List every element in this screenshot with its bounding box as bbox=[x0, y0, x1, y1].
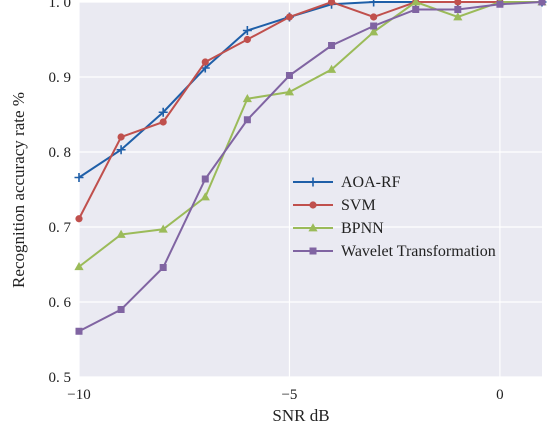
y-tick-label: 0. 6 bbox=[49, 295, 72, 311]
legend-label: Wavelet Transformation bbox=[341, 243, 496, 260]
y-axis-label: Recognition accuracy rate % bbox=[9, 92, 28, 288]
data-point bbox=[369, 27, 379, 36]
series-line bbox=[78, 0, 542, 268]
data-point bbox=[328, 42, 336, 49]
plot-background bbox=[79, 2, 542, 377]
y-tick-label: 0. 5 bbox=[49, 370, 72, 386]
data-point bbox=[370, 22, 378, 30]
data-point bbox=[116, 229, 126, 238]
data-point bbox=[75, 215, 83, 223]
data-point bbox=[242, 93, 252, 103]
data-point bbox=[285, 13, 294, 21]
legend-label: SVM bbox=[341, 197, 376, 214]
x-tick-label: −5 bbox=[281, 387, 297, 403]
data-point bbox=[327, 0, 336, 6]
y-tick-label: 1. 0 bbox=[49, 0, 72, 11]
data-point bbox=[243, 116, 251, 124]
data-point bbox=[200, 192, 210, 201]
legend-item: BPNN bbox=[293, 220, 384, 237]
legend-label: AOA-RF bbox=[341, 174, 401, 191]
data-point bbox=[116, 145, 126, 155]
data-point bbox=[158, 107, 168, 117]
data-point bbox=[326, 64, 337, 73]
series-layer bbox=[74, 0, 547, 335]
x-tick-label: 0 bbox=[496, 387, 504, 403]
data-point bbox=[74, 261, 84, 271]
x-axis-ticks: −10 −5 0 bbox=[67, 387, 503, 403]
legend-marker bbox=[309, 247, 317, 255]
data-point bbox=[159, 264, 167, 271]
legend-item: AOA-RF bbox=[293, 174, 401, 191]
data-point bbox=[454, 0, 462, 6]
series-4 bbox=[75, 0, 546, 335]
legend-item: Wavelet Transformation bbox=[293, 243, 496, 260]
data-point bbox=[74, 173, 84, 182]
data-point bbox=[117, 306, 125, 313]
x-axis-label: SNR dB bbox=[272, 406, 329, 425]
data-point bbox=[201, 58, 209, 66]
series-line bbox=[78, 0, 542, 220]
series-line bbox=[78, 1, 543, 333]
y-tick-label: 0. 9 bbox=[49, 70, 72, 86]
data-point bbox=[201, 175, 209, 183]
data-point bbox=[496, 0, 504, 8]
data-point bbox=[412, 6, 420, 13]
data-point bbox=[369, 0, 379, 7]
x-tick-label: −10 bbox=[67, 387, 90, 403]
data-point bbox=[158, 224, 168, 233]
legend: AOA-RF SVM BPNN Wavelet Transformation bbox=[293, 174, 496, 260]
y-tick-label: 0. 7 bbox=[49, 220, 72, 236]
data-point bbox=[411, 0, 421, 6]
data-point bbox=[117, 133, 125, 141]
legend-marker bbox=[308, 223, 318, 232]
data-point bbox=[538, 0, 546, 6]
legend-marker bbox=[308, 177, 318, 187]
y-tick-label: 0. 8 bbox=[49, 145, 72, 161]
legend-marker bbox=[309, 201, 317, 209]
data-point bbox=[370, 13, 378, 21]
data-point bbox=[285, 72, 293, 79]
y-axis-ticks: 0. 5 0. 6 0. 7 0. 8 0. 9 1. 0 bbox=[49, 0, 72, 386]
data-point bbox=[242, 26, 252, 35]
data-point bbox=[284, 87, 295, 96]
data-point bbox=[75, 327, 83, 335]
data-point bbox=[159, 118, 167, 126]
data-point bbox=[243, 35, 251, 44]
data-point bbox=[454, 6, 462, 13]
legend-label: BPNN bbox=[341, 220, 384, 237]
grid bbox=[78, 1, 542, 378]
legend-item: SVM bbox=[293, 197, 376, 214]
data-point bbox=[453, 12, 463, 21]
